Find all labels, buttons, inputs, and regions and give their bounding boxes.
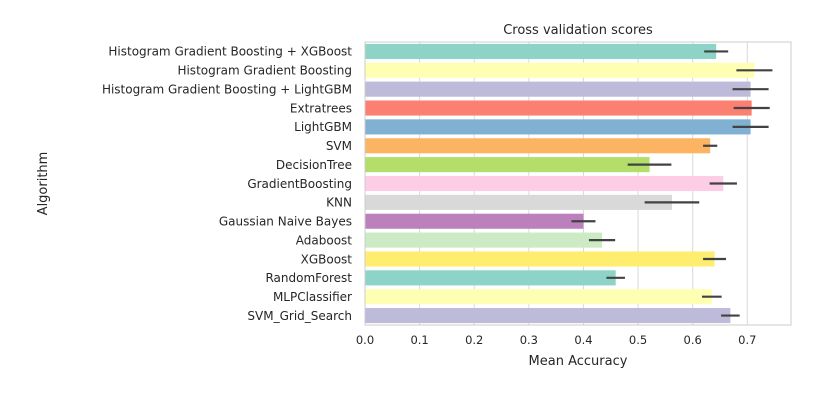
x-axis-label: Mean Accuracy (529, 354, 628, 369)
bar (365, 270, 616, 286)
category-label: SVM_Grid_Search (247, 309, 352, 323)
category-label: Histogram Gradient Boosting + XGBoost (108, 45, 352, 59)
y-axis-label: Algorithm (36, 152, 51, 216)
category-label: Histogram Gradient Boosting + LightGBM (102, 82, 352, 96)
bar (365, 213, 584, 229)
bar (365, 194, 672, 210)
category-label: KNN (326, 196, 352, 210)
bar (365, 62, 755, 78)
bar (365, 81, 751, 97)
bar (365, 175, 724, 192)
x-tick-label: 0.4 (574, 333, 592, 347)
category-label: DecisionTree (276, 158, 352, 172)
category-label: GradientBoosting (247, 177, 352, 191)
bar (365, 100, 752, 116)
category-label: LightGBM (294, 120, 352, 134)
bar (365, 138, 711, 154)
category-label: Extratrees (290, 101, 352, 115)
x-tick-label: 0.5 (629, 333, 647, 347)
category-label: Histogram Gradient Boosting (177, 64, 352, 78)
bars (365, 43, 755, 324)
y-tick-labels: Histogram Gradient Boosting + XGBoost His… (102, 45, 352, 323)
bar (365, 308, 731, 324)
category-label: MLPClassifier (273, 290, 352, 304)
category-label: Gaussian Naive Bayes (219, 215, 352, 229)
category-label: XGBoost (301, 252, 353, 266)
x-tick-label: 0.3 (520, 333, 538, 347)
bar (365, 157, 650, 173)
x-tick-labels: 0.0 0.1 0.2 0.3 0.4 0.5 0.6 0.7 (356, 333, 757, 347)
category-label: Adaboost (296, 233, 353, 247)
x-tick-label: 0.1 (410, 333, 428, 347)
bar (365, 251, 715, 267)
error-bars (571, 50, 773, 317)
chart-title: Cross validation scores (503, 23, 653, 38)
x-tick-label: 0.2 (465, 333, 483, 347)
category-label: RandomForest (265, 271, 352, 285)
bar (365, 289, 712, 305)
bar (365, 119, 751, 135)
bar (365, 43, 717, 59)
x-tick-label: 0.6 (684, 333, 702, 347)
x-tick-label: 0.0 (356, 333, 374, 347)
plot-frame (364, 41, 792, 326)
bar (365, 232, 603, 248)
x-tick-label: 0.7 (738, 333, 756, 347)
category-label: SVM (326, 139, 352, 153)
